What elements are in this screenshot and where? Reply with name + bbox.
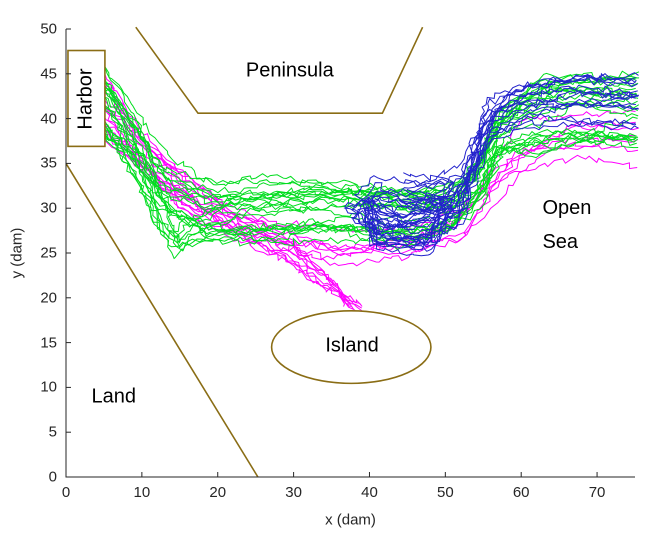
x-tick-label: 70: [588, 484, 606, 501]
trajectory: [343, 72, 639, 228]
trajectory: [104, 133, 362, 309]
peninsula-label: Peninsula: [245, 59, 334, 82]
land-outline: [65, 162, 259, 478]
open-sea-label-line1: Open: [542, 197, 592, 220]
y-tick-label: 30: [40, 199, 57, 217]
regions-layer: [65, 26, 432, 478]
trajectory: [372, 117, 637, 257]
y-tick-label: 15: [40, 334, 57, 352]
trajectory: [103, 124, 358, 313]
trajectory: [363, 90, 636, 247]
trajectory: [352, 101, 639, 229]
open-sea-label: Open Sea: [542, 191, 591, 259]
trajectory: [104, 77, 637, 244]
peninsula-outline: [135, 26, 424, 114]
open-sea-label-line2: Sea: [542, 231, 579, 254]
x-tick-label: 0: [61, 484, 71, 501]
trajectory: [104, 129, 636, 248]
harbor-label: Harbor: [74, 68, 97, 130]
y-tick-label: 25: [40, 244, 57, 262]
y-axis-label: y (dam): [8, 227, 26, 279]
trajectories-layer: [103, 66, 640, 313]
trajectory: [104, 85, 354, 310]
x-tick-label: 10: [133, 484, 151, 501]
axes-layer: [65, 28, 635, 478]
trajectory: [350, 101, 639, 243]
harbor-outline: [67, 49, 106, 148]
trajectory: [103, 76, 639, 203]
trajectory: [105, 90, 638, 249]
trajectory: [344, 85, 639, 233]
trajectory: [103, 83, 636, 240]
island-label: Island: [325, 334, 379, 357]
land-label: Land: [91, 385, 137, 408]
series-inbound-curl: [343, 72, 639, 243]
y-tick-label: 50: [40, 20, 57, 38]
trajectory: [103, 71, 636, 203]
trajectory: [370, 112, 636, 251]
trajectory: [365, 84, 638, 244]
x-tick-label: 60: [512, 484, 530, 501]
y-tick-label: 35: [40, 154, 57, 172]
y-tick-label: 10: [40, 378, 57, 396]
y-tick-label: 20: [40, 289, 57, 307]
x-tick-label: 50: [436, 484, 454, 501]
trajectory: [103, 86, 637, 240]
x-tick-label: 40: [361, 484, 378, 501]
trajectory: [363, 101, 636, 252]
y-tick-label: 0: [48, 468, 57, 486]
trajectory: [104, 66, 638, 193]
y-tick-label: 45: [40, 65, 57, 83]
x-tick-label: 20: [209, 484, 227, 501]
x-axis-label: x (dam): [325, 511, 376, 529]
island-outline: [270, 309, 432, 385]
y-tick-label: 40: [40, 110, 57, 128]
y-tick-label: 5: [48, 423, 57, 441]
x-tick-label: 30: [285, 484, 302, 501]
trajectory: [104, 88, 351, 305]
trajectory: [103, 127, 639, 252]
